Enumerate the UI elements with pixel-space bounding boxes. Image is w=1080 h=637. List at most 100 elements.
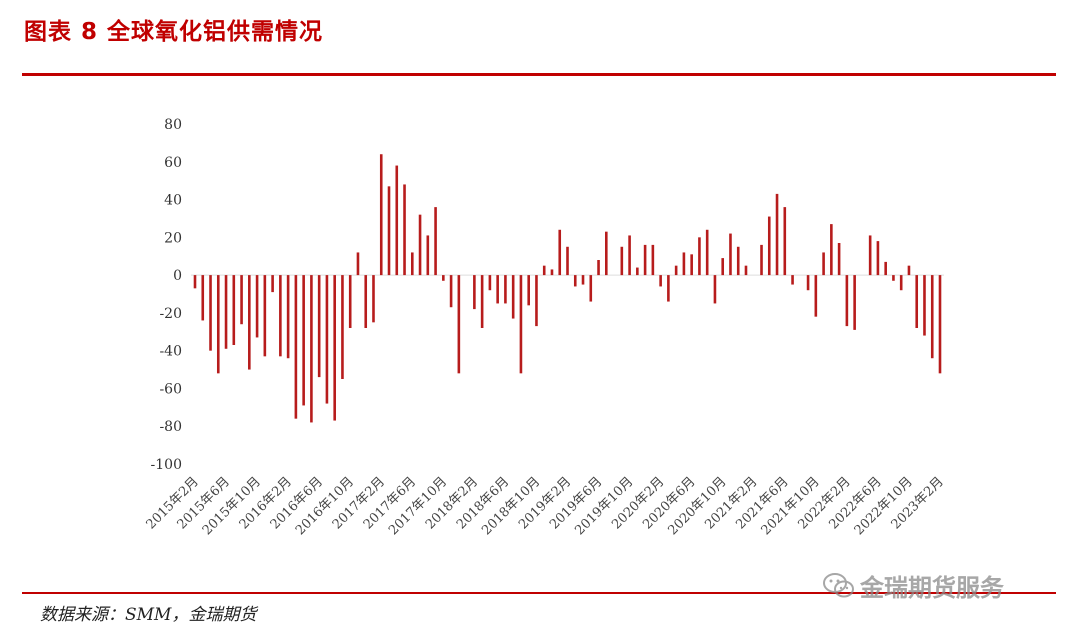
bar: [923, 275, 926, 336]
bar: [434, 207, 437, 276]
bar: [496, 275, 499, 304]
bar: [930, 275, 934, 359]
bar: [674, 265, 678, 276]
bar: [876, 241, 880, 276]
bar: [449, 275, 453, 308]
bar: [907, 265, 911, 276]
bar: [845, 275, 849, 327]
bar: [473, 275, 476, 310]
y-tick-label: 20: [164, 230, 182, 246]
bar: [589, 275, 593, 302]
bar: [341, 275, 344, 379]
footer-divider: [22, 592, 1056, 594]
bar: [387, 186, 391, 276]
bar: [744, 265, 748, 276]
bar: [581, 275, 585, 285]
bar: [822, 252, 825, 276]
bar: [705, 229, 709, 276]
x-axis: 2015年2月2015年6月2015年10月2016年2月2016年6月2016…: [144, 474, 947, 538]
bar: [605, 231, 608, 276]
bar: [698, 237, 701, 276]
bar-chart: 80 60 40 20 0 -20 -40 -60 -80 -100 2015年2月2015年6月…: [144, 117, 947, 538]
bar: [279, 275, 282, 357]
bar: [597, 260, 600, 276]
bar: [310, 275, 313, 423]
y-tick-label: 40: [164, 193, 182, 209]
bar: [760, 244, 763, 276]
bar: [713, 275, 717, 304]
y-tick-label: 0: [173, 268, 182, 284]
bar: [791, 275, 794, 285]
bar: [527, 275, 530, 306]
bar: [643, 244, 647, 276]
bar: [418, 214, 422, 276]
bar: [379, 154, 383, 276]
bar: [620, 246, 624, 276]
bar: [263, 275, 267, 357]
bar: [558, 229, 562, 276]
bar: [271, 275, 274, 293]
y-tick-label: 60: [164, 155, 182, 171]
bar: [775, 193, 779, 276]
bar: [410, 252, 414, 276]
bar: [294, 275, 298, 419]
bar: [651, 244, 655, 276]
bar: [767, 216, 771, 276]
bar: [550, 269, 554, 276]
bar: [504, 275, 507, 304]
bar: [566, 246, 569, 276]
bar: [628, 235, 631, 276]
bar: [248, 275, 251, 370]
bar: [830, 224, 833, 276]
bar: [915, 275, 919, 328]
bar: [255, 275, 259, 338]
bar: [659, 275, 662, 287]
y-tick-label: -60: [159, 381, 182, 397]
bar: [395, 165, 399, 276]
bar: [636, 267, 639, 276]
watermark: 金瑞期货服务: [822, 568, 1004, 603]
bar: [426, 235, 430, 276]
y-tick-label: 80: [164, 117, 182, 133]
y-tick-label: -40: [159, 344, 182, 360]
bar: [837, 243, 841, 276]
bar: [736, 246, 740, 276]
bar: [457, 275, 461, 374]
bar: [519, 275, 523, 374]
source-note: 数据来源：SMM，金瑞期货: [40, 605, 257, 625]
bar: [899, 275, 903, 291]
bar: [511, 275, 515, 319]
bar: [302, 275, 305, 406]
bar: [573, 275, 577, 287]
figure-title: 图表 8 全球氧化铝供需情况: [24, 19, 324, 45]
bar: [232, 275, 236, 345]
y-tick-label: -80: [159, 419, 182, 435]
bar: [216, 275, 220, 374]
watermark-text: 金瑞期货服务: [860, 574, 1004, 602]
bar: [542, 265, 546, 276]
bar: [884, 261, 887, 276]
bar: [364, 275, 368, 328]
bar: [403, 184, 406, 276]
bar: [938, 275, 942, 374]
bar: [442, 275, 445, 281]
bar: [356, 252, 360, 276]
bar: [892, 275, 895, 281]
bar-series: [193, 154, 942, 423]
bar: [682, 252, 686, 276]
y-axis: 80 60 40 20 0 -20 -40 -60 -80 -100: [151, 117, 182, 473]
title-divider: [22, 73, 1056, 76]
bar: [721, 258, 725, 276]
bar: [317, 275, 321, 378]
bar: [690, 254, 693, 276]
bar: [853, 275, 856, 330]
bar: [209, 275, 212, 351]
bar: [814, 275, 818, 317]
y-tick-label: -100: [151, 457, 182, 473]
bar: [667, 275, 670, 302]
bar: [729, 233, 732, 276]
bar: [488, 275, 492, 291]
y-tick-label: -20: [159, 306, 182, 322]
bar: [806, 275, 810, 291]
bar: [783, 207, 787, 276]
